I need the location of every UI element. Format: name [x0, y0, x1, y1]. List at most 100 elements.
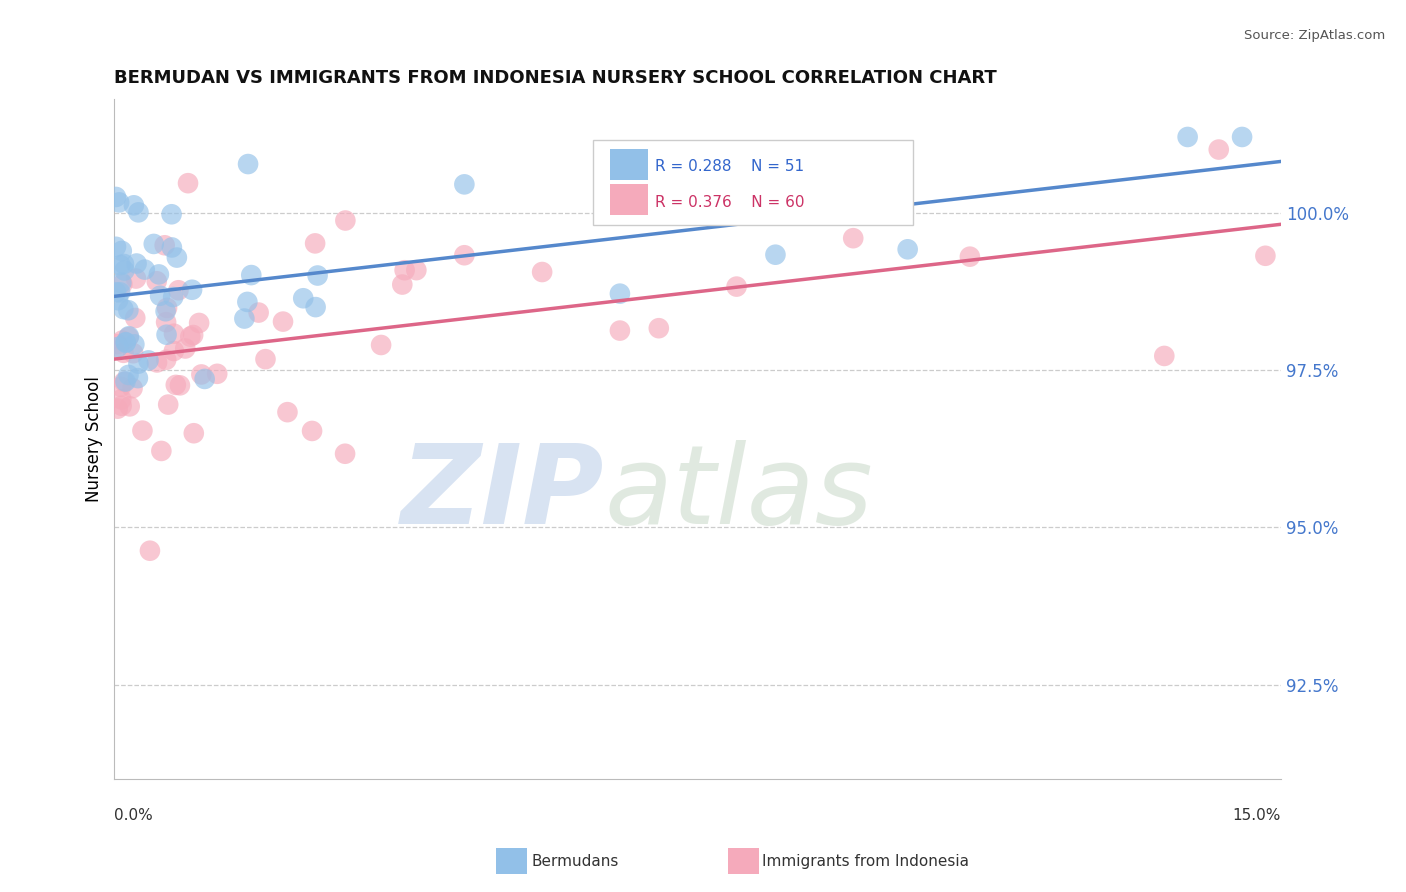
Point	[165, 378, 187, 392]
Point	[110, 276, 132, 290]
Point	[148, 268, 170, 282]
Point	[134, 262, 156, 277]
Point	[155, 304, 177, 318]
Y-axis label: Nursery School: Nursery School	[86, 376, 103, 502]
Text: ZIP: ZIP	[401, 440, 605, 547]
Point	[247, 305, 270, 319]
Point	[157, 398, 180, 412]
Point	[117, 330, 139, 344]
Point	[117, 368, 139, 382]
Point	[139, 543, 162, 558]
Point	[131, 424, 153, 438]
Point	[150, 444, 173, 458]
Point	[105, 285, 128, 300]
Point	[118, 400, 141, 414]
Point	[233, 311, 256, 326]
Point	[124, 311, 146, 326]
Text: Immigrants from Indonesia: Immigrants from Indonesia	[762, 855, 969, 869]
Text: atlas: atlas	[605, 440, 873, 547]
Point	[1153, 349, 1175, 363]
Point	[153, 238, 176, 252]
Point	[155, 352, 177, 367]
Point	[394, 263, 416, 277]
Point	[1177, 130, 1199, 145]
Point	[304, 236, 326, 251]
Point	[142, 236, 165, 251]
Point	[194, 372, 217, 386]
Point	[609, 286, 631, 301]
Point	[127, 357, 149, 371]
Point	[145, 274, 167, 288]
Point	[271, 315, 294, 329]
Point	[725, 279, 748, 293]
Point	[155, 327, 177, 342]
Point	[125, 256, 148, 270]
Text: 15.0%: 15.0%	[1233, 808, 1281, 823]
Point	[236, 294, 259, 309]
Point	[179, 329, 201, 343]
Point	[190, 368, 212, 382]
Point	[112, 301, 135, 316]
Point	[167, 283, 190, 297]
Text: 0.0%: 0.0%	[114, 808, 153, 823]
Point	[107, 293, 129, 308]
Point	[104, 240, 127, 254]
Point	[118, 329, 141, 343]
Text: Source: ZipAtlas.com: Source: ZipAtlas.com	[1244, 29, 1385, 42]
FancyBboxPatch shape	[610, 149, 648, 180]
Point	[110, 392, 132, 407]
Point	[160, 240, 183, 254]
Point	[108, 285, 131, 300]
Point	[122, 346, 145, 360]
Point	[276, 405, 298, 419]
Point	[240, 268, 263, 282]
Point	[138, 353, 160, 368]
Point	[897, 242, 920, 256]
Point	[188, 316, 211, 330]
Point	[183, 426, 205, 441]
Point	[765, 248, 787, 262]
Point	[110, 380, 132, 394]
Point	[111, 399, 134, 413]
Point	[169, 378, 191, 392]
Point	[111, 244, 134, 258]
Point	[301, 424, 323, 438]
Point	[112, 375, 135, 389]
Point	[609, 324, 631, 338]
Point	[127, 371, 149, 385]
Text: Bermudans: Bermudans	[531, 855, 619, 869]
Point	[1254, 249, 1277, 263]
Point	[112, 257, 135, 271]
Point	[108, 195, 131, 210]
Point	[370, 338, 392, 352]
Point	[112, 346, 135, 360]
Point	[162, 290, 184, 304]
Point	[155, 315, 177, 329]
Point	[114, 335, 136, 350]
Point	[174, 342, 197, 356]
Point	[254, 352, 277, 367]
Point	[205, 367, 228, 381]
Point	[236, 157, 259, 171]
Point	[121, 381, 143, 395]
Point	[114, 263, 136, 277]
FancyBboxPatch shape	[593, 140, 914, 225]
Point	[110, 258, 132, 272]
Point	[166, 251, 188, 265]
Point	[453, 178, 475, 192]
Point	[177, 176, 200, 190]
Point	[304, 300, 326, 314]
Point	[117, 303, 139, 318]
Point	[125, 271, 148, 285]
Point	[107, 401, 129, 416]
Point	[104, 190, 127, 204]
Point	[163, 326, 186, 341]
Point	[405, 263, 427, 277]
Point	[181, 283, 204, 297]
Point	[111, 277, 134, 291]
Point	[531, 265, 554, 279]
Point	[181, 328, 204, 343]
Point	[124, 337, 146, 351]
FancyBboxPatch shape	[610, 184, 648, 215]
Point	[149, 289, 172, 303]
